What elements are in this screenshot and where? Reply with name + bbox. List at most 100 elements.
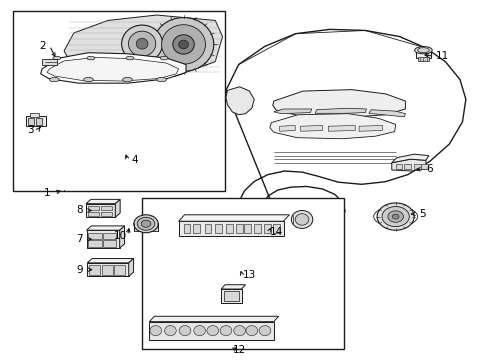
Bar xyxy=(102,265,113,275)
Ellipse shape xyxy=(417,48,428,53)
Polygon shape xyxy=(391,154,428,163)
Ellipse shape xyxy=(172,35,194,54)
Ellipse shape xyxy=(122,77,132,82)
Bar xyxy=(88,212,99,216)
Text: 7: 7 xyxy=(76,234,83,244)
Bar xyxy=(235,224,242,233)
Polygon shape xyxy=(115,199,120,217)
Polygon shape xyxy=(149,316,278,321)
Ellipse shape xyxy=(150,325,161,336)
Bar xyxy=(101,212,112,216)
Bar xyxy=(413,164,420,168)
Ellipse shape xyxy=(381,207,408,226)
Bar xyxy=(395,164,402,168)
Polygon shape xyxy=(86,199,120,204)
Bar xyxy=(103,240,116,247)
Text: 13: 13 xyxy=(242,270,256,280)
Polygon shape xyxy=(178,215,289,221)
Ellipse shape xyxy=(295,214,308,225)
Ellipse shape xyxy=(49,77,59,82)
Text: 11: 11 xyxy=(434,51,447,61)
Ellipse shape xyxy=(161,25,205,64)
Text: 6: 6 xyxy=(426,164,432,174)
Bar xyxy=(36,118,42,125)
Ellipse shape xyxy=(126,56,134,60)
Bar xyxy=(244,224,251,233)
Ellipse shape xyxy=(137,217,155,230)
Ellipse shape xyxy=(179,325,190,336)
Bar xyxy=(103,233,116,239)
Text: 4: 4 xyxy=(131,155,138,165)
Bar xyxy=(13,12,224,191)
Polygon shape xyxy=(64,15,222,78)
Ellipse shape xyxy=(245,325,257,336)
Bar xyxy=(86,230,120,248)
Bar xyxy=(293,215,303,224)
Polygon shape xyxy=(47,57,178,81)
Ellipse shape xyxy=(141,220,151,227)
Text: 12: 12 xyxy=(232,345,246,355)
Ellipse shape xyxy=(134,215,158,233)
Polygon shape xyxy=(368,110,405,117)
Ellipse shape xyxy=(128,31,156,56)
Bar xyxy=(142,198,344,348)
Polygon shape xyxy=(272,90,405,117)
Ellipse shape xyxy=(87,56,95,60)
Text: 14: 14 xyxy=(269,227,282,237)
Bar xyxy=(415,50,430,58)
Bar xyxy=(193,224,200,233)
Ellipse shape xyxy=(157,77,166,82)
Bar xyxy=(88,233,102,239)
Bar xyxy=(178,221,283,235)
Polygon shape xyxy=(128,258,133,276)
Ellipse shape xyxy=(376,203,413,230)
Bar xyxy=(114,265,125,275)
Bar xyxy=(254,224,261,233)
Bar xyxy=(264,224,270,233)
Text: 3: 3 xyxy=(27,125,34,135)
Ellipse shape xyxy=(387,211,403,222)
Polygon shape xyxy=(225,30,465,253)
Text: 1: 1 xyxy=(43,188,50,198)
Text: 10: 10 xyxy=(113,231,126,240)
Bar xyxy=(221,289,241,303)
Ellipse shape xyxy=(153,18,213,71)
Polygon shape xyxy=(41,53,185,83)
Ellipse shape xyxy=(160,56,167,60)
Ellipse shape xyxy=(122,25,162,62)
Ellipse shape xyxy=(259,325,270,336)
Polygon shape xyxy=(221,285,245,289)
Polygon shape xyxy=(300,126,322,131)
Text: 5: 5 xyxy=(418,209,425,219)
Bar xyxy=(420,164,427,168)
Polygon shape xyxy=(273,109,311,114)
Text: 9: 9 xyxy=(76,265,83,275)
Polygon shape xyxy=(269,114,395,139)
Polygon shape xyxy=(391,159,425,171)
Bar xyxy=(134,223,158,231)
Ellipse shape xyxy=(136,39,148,49)
Polygon shape xyxy=(87,258,133,263)
Ellipse shape xyxy=(391,214,398,219)
Bar xyxy=(89,265,100,275)
Bar xyxy=(223,291,239,301)
Bar xyxy=(88,206,99,211)
Polygon shape xyxy=(358,126,382,131)
Polygon shape xyxy=(328,126,354,131)
Polygon shape xyxy=(225,87,254,115)
Bar xyxy=(417,57,428,60)
Bar xyxy=(88,240,102,247)
Bar xyxy=(101,206,112,211)
Bar xyxy=(225,224,232,233)
Ellipse shape xyxy=(220,325,231,336)
Bar xyxy=(404,164,410,168)
Ellipse shape xyxy=(291,211,312,228)
Bar xyxy=(272,224,279,233)
Bar xyxy=(183,224,190,233)
Bar xyxy=(215,224,222,233)
Text: 2: 2 xyxy=(39,41,45,50)
Ellipse shape xyxy=(83,77,93,82)
Ellipse shape xyxy=(178,40,188,49)
Polygon shape xyxy=(315,108,366,113)
Bar xyxy=(87,263,128,276)
